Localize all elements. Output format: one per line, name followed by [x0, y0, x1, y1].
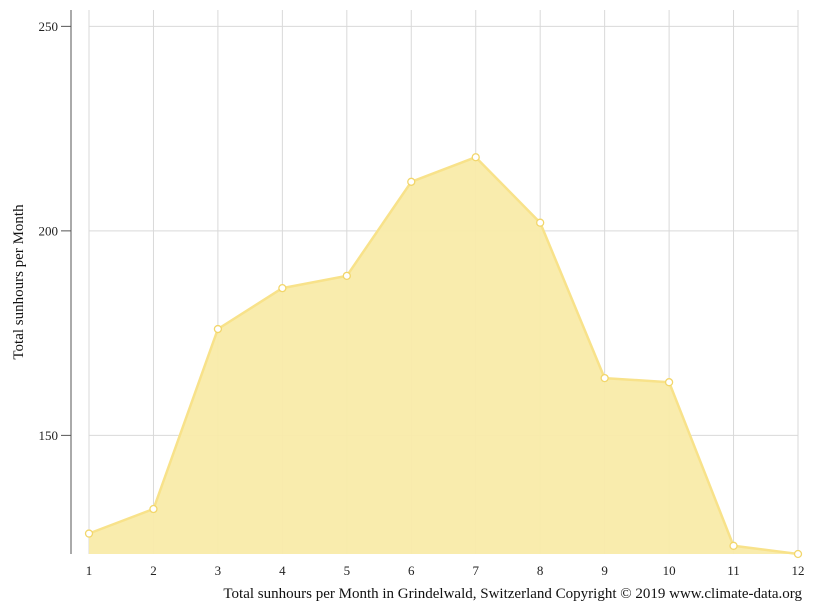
x-tick-label: 4: [279, 563, 286, 578]
data-points: [84, 153, 803, 559]
data-point: [729, 541, 738, 550]
data-point: [149, 504, 158, 514]
data-point: [407, 177, 416, 186]
x-tick-label: 2: [150, 563, 157, 578]
y-tick-label: 200: [39, 223, 59, 238]
x-tick-label: 5: [344, 563, 351, 578]
y-tick-label: 150: [39, 428, 59, 443]
data-point: [213, 324, 223, 334]
area-fill: [89, 157, 798, 554]
x-tick-label: 3: [215, 563, 222, 578]
y-tick-labels: 150 200 250: [39, 19, 71, 443]
data-point: [664, 378, 674, 387]
x-tick-label: 6: [408, 563, 415, 578]
x-tick-label: 1: [86, 563, 93, 578]
series-line: [88, 155, 799, 556]
data-point: [84, 529, 94, 538]
x-tick-label: 8: [537, 563, 544, 578]
chart-caption: Total sunhours per Month in Grindelwald,…: [223, 586, 802, 602]
data-point: [600, 373, 609, 383]
data-point: [536, 218, 545, 227]
x-tick-label: 11: [727, 563, 740, 578]
data-point: [471, 153, 480, 162]
x-tick-label: 10: [663, 563, 676, 578]
x-tick-label: 9: [601, 563, 608, 578]
x-tick-labels: 1 2 3 4 5 6 7 8 9 10 11 12: [86, 563, 805, 578]
y-tick-label: 250: [39, 19, 59, 34]
data-point: [342, 271, 351, 281]
x-tick-label: 7: [472, 563, 479, 578]
data-point: [793, 549, 803, 559]
data-point: [278, 283, 287, 293]
y-axis-title: Total sunhours per Month: [11, 204, 27, 360]
x-tick-label: 12: [792, 563, 805, 578]
